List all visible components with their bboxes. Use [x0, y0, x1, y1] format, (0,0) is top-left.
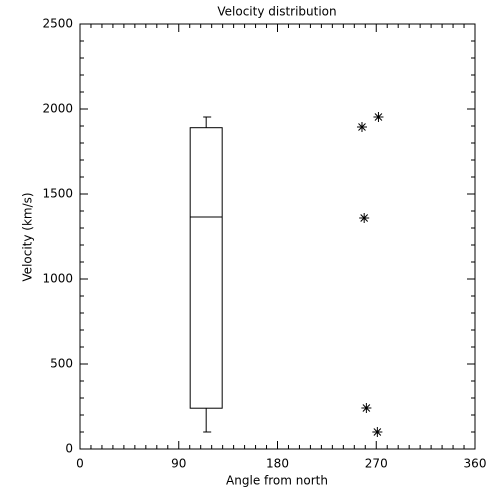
point	[373, 111, 384, 122]
y-tick-label: 1000	[42, 272, 73, 286]
x-tick-label: 360	[464, 457, 487, 471]
x-axis-label: Angle from north	[226, 474, 328, 488]
chart-title: Velocity distribution	[217, 5, 336, 19]
y-tick-label: 1500	[42, 187, 73, 201]
plot-frame	[79, 23, 476, 450]
x-tick-label: 0	[76, 457, 84, 471]
point	[372, 427, 383, 437]
point	[361, 403, 372, 414]
point	[356, 122, 367, 133]
y-tick-label: 500	[50, 357, 73, 371]
y-tick-label: 0	[65, 442, 73, 456]
box	[189, 127, 223, 409]
x-tick-label: 180	[266, 457, 289, 471]
y-axis-label: Velocity (km/s)	[21, 192, 35, 281]
x-tick-label: 90	[171, 457, 186, 471]
y-tick-label: 2000	[42, 102, 73, 116]
y-tick-label: 2500	[42, 17, 73, 31]
point	[359, 212, 370, 223]
x-tick-label: 270	[365, 457, 388, 471]
